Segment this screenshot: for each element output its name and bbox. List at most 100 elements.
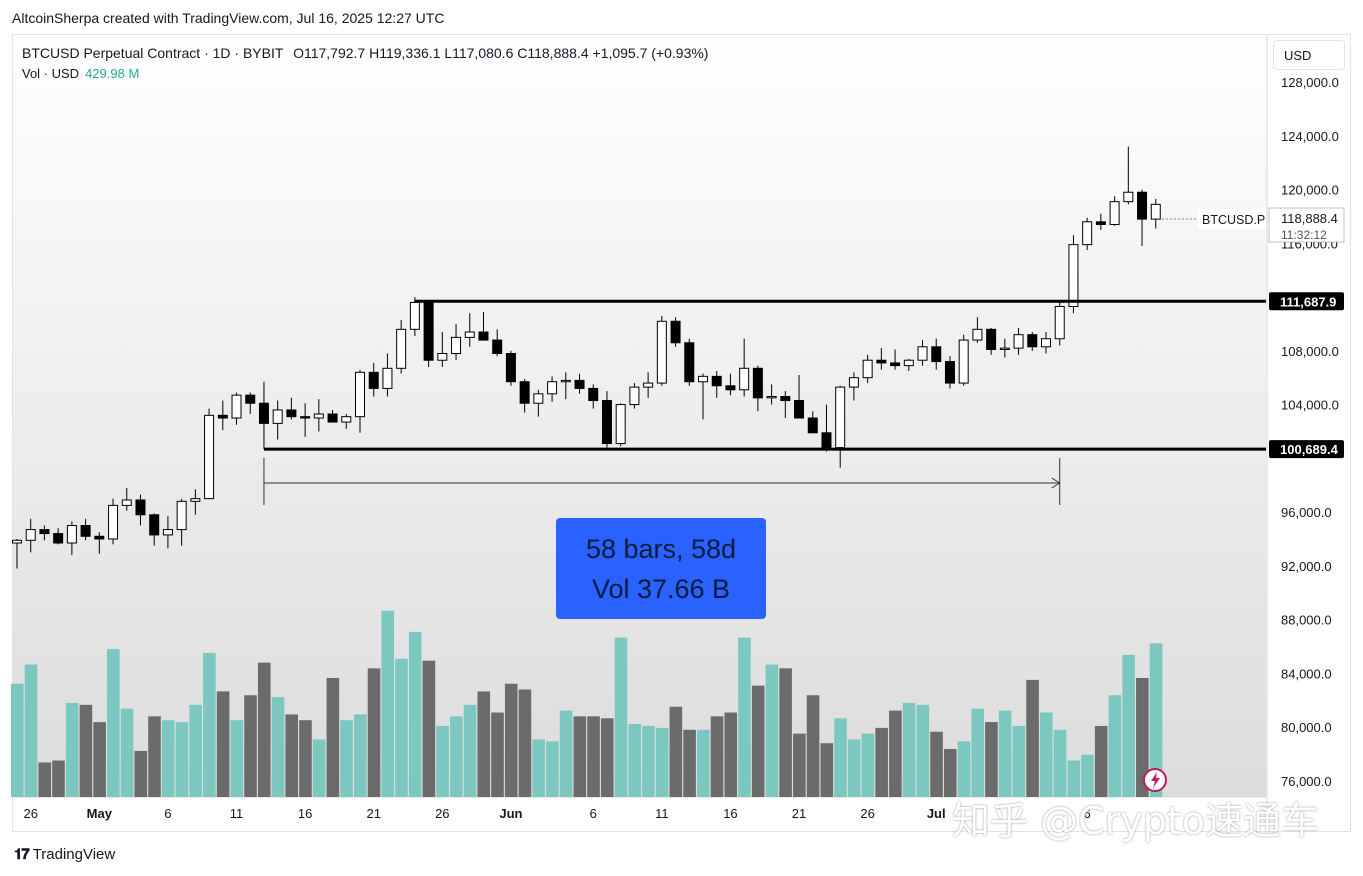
measure-arrowhead	[1051, 477, 1061, 489]
volume-bar	[985, 722, 998, 797]
plot-background	[13, 35, 1266, 797]
time-axis-label: 26	[435, 806, 449, 821]
volume-bar	[559, 710, 573, 797]
volume-bar	[765, 664, 779, 797]
volume-bar	[847, 739, 861, 797]
candle-body	[739, 367, 750, 391]
price-axis-label: 96,000.0	[1281, 505, 1332, 520]
candle-body	[1054, 305, 1065, 340]
candle-body	[519, 381, 530, 404]
candle-body	[25, 529, 36, 541]
time-axis-label: May	[87, 806, 113, 821]
volume-bar	[189, 704, 202, 797]
measure-tooltip: 58 bars, 58d Vol 37.66 B	[556, 518, 766, 619]
candle-body	[890, 362, 901, 367]
volume-bar	[244, 695, 257, 797]
volume-bar	[161, 720, 175, 797]
candle-body	[272, 409, 283, 424]
candle-body	[1082, 221, 1093, 246]
volume-bar	[299, 720, 312, 797]
candle-body	[574, 379, 585, 389]
candle-body	[766, 396, 777, 399]
volume-bar	[257, 662, 271, 797]
volume-bar	[107, 649, 120, 797]
volume-bar	[93, 722, 106, 797]
volume-bar	[518, 689, 532, 797]
price-axis-label: 104,000.0	[1281, 398, 1339, 413]
volume-bar	[120, 708, 134, 797]
volume-bar	[504, 683, 518, 797]
measure-volume: Vol 37.66 B	[591, 574, 731, 604]
volume-bar	[861, 733, 875, 797]
candle-body	[999, 347, 1010, 350]
volume-bar	[79, 704, 93, 797]
price-axis-label: 76,000.0	[1281, 774, 1332, 789]
volume-bar	[148, 716, 161, 797]
time-axis-label: 11	[655, 806, 669, 821]
candle-body	[94, 535, 105, 540]
symbol-name[interactable]: BTCUSD Perpetual Contract · 1D · BYBIT	[22, 45, 284, 61]
volume-bar	[889, 710, 902, 797]
volume-bar	[820, 743, 834, 797]
volume-bar	[285, 714, 298, 797]
volume-bar	[751, 685, 765, 797]
volume-bar	[532, 739, 545, 797]
symbol-tag: BTCUSD.P	[1202, 213, 1265, 227]
candle-body	[12, 539, 22, 544]
volume-bar	[326, 677, 340, 797]
candle-body	[382, 367, 393, 389]
volume-bar	[710, 716, 724, 797]
candle-body	[327, 413, 338, 423]
volume-bar	[971, 708, 984, 797]
candle-body	[53, 533, 64, 544]
candle-body	[711, 375, 722, 387]
candle-body	[931, 346, 942, 363]
candle-body	[848, 377, 859, 388]
candle-body	[176, 500, 187, 531]
volume-bar	[573, 716, 587, 797]
resistance-price-tag: 111,687.9	[1269, 292, 1344, 311]
candle-body	[1068, 244, 1079, 307]
volume-bar	[1108, 695, 1122, 797]
volume-bar	[669, 706, 683, 797]
time-axis-label: Jun	[499, 806, 522, 821]
candle-body	[944, 361, 955, 384]
tradingview-logo[interactable]: 𝟏𝟕 TradingView	[14, 846, 115, 863]
volume-bar	[628, 724, 641, 797]
volume-bar	[793, 733, 806, 797]
volume-bar	[203, 653, 216, 797]
volume-bar	[354, 714, 367, 797]
volume-bar	[916, 704, 930, 797]
volume-bar	[422, 660, 436, 797]
candle-body	[231, 394, 242, 419]
price-axis-label: 120,000.0	[1281, 183, 1339, 198]
candle-body	[204, 414, 215, 500]
volume-bar	[724, 712, 738, 797]
candle-body	[972, 328, 983, 341]
currency-button[interactable]: USD	[1273, 40, 1345, 70]
candle-body	[478, 331, 489, 341]
candle-body	[1123, 191, 1134, 203]
chart-frame	[12, 34, 1351, 832]
candle-body	[451, 336, 462, 355]
measure-bars: 58 bars, 58d	[585, 534, 737, 564]
candle-body	[217, 414, 228, 419]
volume-bar	[943, 749, 957, 797]
candle-body	[108, 504, 119, 540]
candle-body	[464, 331, 475, 338]
candle-body	[286, 409, 297, 418]
volume-value: 429.98 M	[85, 66, 140, 81]
volume-bar	[655, 727, 669, 797]
candle-body	[1137, 191, 1148, 220]
candle-body	[1041, 338, 1051, 348]
lightning-icon	[1143, 768, 1167, 792]
last-price: 118,888.4	[1281, 211, 1338, 226]
volume-label[interactable]: Vol · USD	[22, 66, 80, 81]
candle-body	[396, 328, 407, 369]
candle-body	[725, 385, 736, 391]
candle-body	[958, 339, 969, 384]
candle-body	[821, 432, 832, 449]
candle-body	[656, 320, 667, 384]
candle-body	[1150, 203, 1161, 220]
